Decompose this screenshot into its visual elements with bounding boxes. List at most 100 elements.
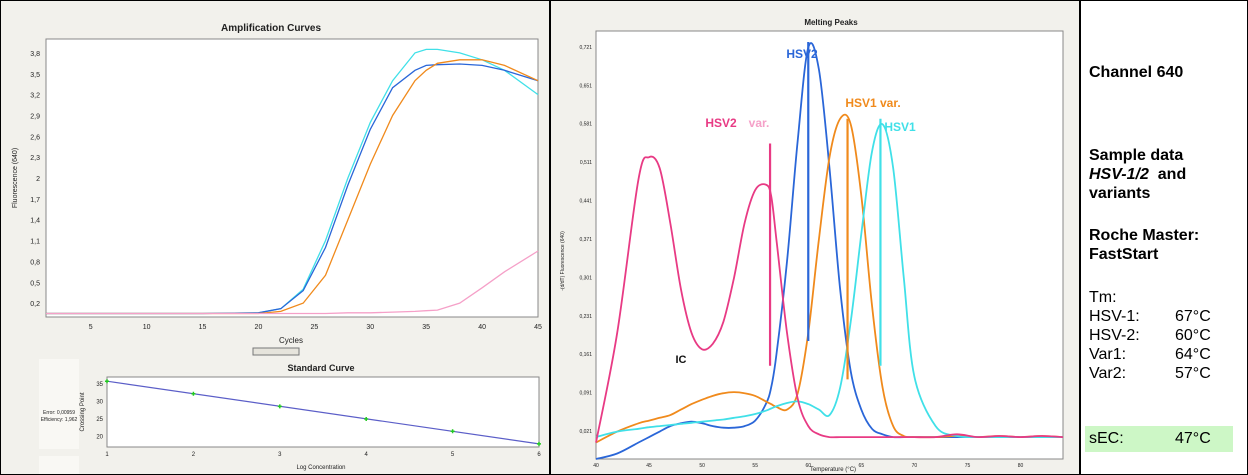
- melting-y-ticks: 0,721 0,651 0,581 0,511 0,441 0,371 0,301 0,231…: [579, 45, 592, 435]
- amplification-x-tick-label: 20: [255, 324, 263, 331]
- melting-x-tick-label: 70: [912, 463, 918, 469]
- standard-curve-point: [191, 391, 196, 396]
- amplification-y-tick-label: 0,2: [30, 301, 40, 308]
- amplification-x-tick-label: 45: [534, 324, 542, 331]
- tm-row-label: HSV-1:: [1089, 308, 1140, 325]
- melting-y-tick-label: 0,231: [579, 314, 592, 320]
- sec-label: sEC:: [1089, 430, 1124, 447]
- panel-splitter-handle[interactable]: [252, 347, 300, 356]
- standard-curve-y-ticks: 35 30 25 20: [96, 382, 103, 441]
- melting-series-line: [595, 155, 1064, 443]
- label-hsv2-var-b: var.: [749, 116, 770, 130]
- amplification-y-tick-label: 3,2: [30, 93, 40, 100]
- master-line-2: FastStart: [1089, 246, 1159, 263]
- standard-curve-y-tick-label: 25: [96, 417, 103, 423]
- amplification-y-tick-label: 3,5: [30, 72, 40, 79]
- melting-y-tick-label: 0,371: [579, 237, 592, 243]
- melting-y-tick-label: 0,091: [579, 391, 592, 397]
- tm-row-value: 57°C: [1175, 365, 1211, 382]
- standard-curve-y-tick-label: 20: [96, 435, 103, 441]
- amplification-y-tick-label: 2,9: [30, 113, 40, 120]
- amplification-x-tick-label: 35: [422, 324, 430, 331]
- label-ic: IC: [676, 354, 687, 366]
- tm-row-var1: Var1: 64°C: [1089, 346, 1237, 365]
- standard-curve-x-ticks: 1 2 3 4 5 6: [105, 452, 541, 458]
- tm-row-value: 67°C: [1175, 308, 1211, 325]
- melting-x-tick-label: 50: [699, 463, 705, 469]
- amplification-y-tick-label: 2,6: [30, 134, 40, 141]
- standard-curve-y-tick-label: 30: [96, 400, 103, 406]
- left-panel: Amplification Curves Fluorescence (640) …: [0, 0, 550, 475]
- melting-x-tick-label: 75: [965, 463, 971, 469]
- standard-curve-point: [364, 417, 369, 421]
- stats-box-lower: [39, 456, 79, 474]
- channel-label: Channel 640: [1089, 64, 1184, 81]
- melting-x-tick-label: 60: [805, 463, 811, 469]
- standard-curve-point: [105, 379, 109, 384]
- melting-y-tick-label: 0,581: [579, 122, 592, 128]
- sample-virus-name: HSV-1/2: [1089, 166, 1149, 183]
- melting-y-tick-label: 0,021: [579, 429, 592, 435]
- standard-curve-ylabel: Crossing Point: [80, 392, 86, 431]
- tm-row-label: Var1:: [1089, 346, 1127, 363]
- standard-curve-title: Standard Curve: [287, 363, 354, 373]
- standard-curve-x-tick-label: 4: [365, 452, 369, 458]
- standard-curve-marks: [105, 379, 541, 446]
- melting-plot-area: [595, 30, 1064, 460]
- stats-box: [39, 359, 79, 449]
- amplification-x-tick-label: 5: [89, 324, 93, 331]
- sample-line-2: HSV-1/2 and: [1089, 165, 1186, 184]
- standard-curve-fit-line: [106, 380, 540, 445]
- tm-row-var2: Var2: 57°C: [1089, 365, 1237, 384]
- amplification-y-tick-label: 2,3: [30, 155, 40, 162]
- label-hsv1: HSV1: [884, 120, 916, 134]
- sec-value: 47°C: [1175, 430, 1211, 447]
- standard-curve-point: [537, 441, 541, 446]
- standard-curve-x-tick-label: 6: [537, 452, 541, 458]
- amplification-y-tick-label: 1,7: [30, 197, 40, 204]
- standard-curve-x-tick-label: 1: [105, 452, 109, 458]
- melting-y-tick-label: 0,441: [579, 199, 592, 205]
- melting-x-tick-label: 45: [646, 463, 652, 469]
- amplification-plot-area: [45, 38, 539, 318]
- melting-x-tick-label: 80: [1018, 463, 1024, 469]
- melting-y-tick-label: 0,721: [579, 45, 592, 51]
- melting-tm-markers: [768, 41, 882, 380]
- right-panel-svg: Melting Peaks -(d/dT) Fluorescence (640)…: [560, 18, 1064, 473]
- tm-row-value: 60°C: [1175, 327, 1211, 344]
- label-hsv1-var: HSV1 var.: [845, 96, 900, 110]
- tm-row-hsv2: HSV-2: 60°C: [1089, 327, 1237, 346]
- amplification-y-tick-label: 1,1: [30, 239, 40, 246]
- amplification-y-tick-label: 1,4: [30, 218, 40, 225]
- amplification-xlabel: Cycles: [279, 336, 303, 345]
- tm-row-label: HSV-2:: [1089, 327, 1140, 344]
- standard-curve-y-tick-label: 35: [96, 382, 103, 388]
- standard-curve-point: [277, 404, 282, 409]
- sample-line-3: variants: [1089, 185, 1151, 202]
- standard-curve-xlabel: Log Concentration: [296, 465, 345, 471]
- info-panel: Channel 640 Sample data HSV-1/2 and vari…: [1080, 0, 1248, 475]
- label-hsv2-var-a: HSV2: [705, 116, 737, 130]
- melting-lines: [595, 42, 1064, 460]
- right-panel: Melting Peaks -(d/dT) Fluorescence (640)…: [550, 0, 1080, 475]
- melting-title: Melting Peaks: [804, 18, 858, 27]
- sample-line-1: Sample data: [1089, 147, 1184, 164]
- melting-y-tick-label: 0,161: [579, 352, 592, 358]
- melting-x-ticks: 40 45 50 55 60 65 70 75 80: [593, 463, 1023, 469]
- amplification-y-tick-label: 0,8: [30, 259, 40, 266]
- standard-curve-point: [450, 429, 455, 434]
- amplification-x-tick-label: 30: [366, 324, 374, 331]
- sample-and: and: [1157, 166, 1187, 183]
- standard-curve-x-tick-label: 2: [192, 452, 196, 458]
- amplification-x-tick-label: 25: [310, 324, 318, 331]
- melting-ylabel: -(d/dT) Fluorescence (640): [560, 231, 566, 291]
- amplification-lines: [46, 48, 539, 315]
- amplification-y-ticks: 3,8 3,5 3,2 2,9 2,6 2,3 2 1,7 1,4 1,1 0,8 0,5 0,2: [30, 51, 40, 308]
- tm-row-value: 64°C: [1175, 346, 1211, 363]
- melting-x-tick-label: 55: [752, 463, 758, 469]
- left-panel-svg: Amplification Curves Fluorescence (640) …: [12, 23, 542, 474]
- amplification-x-tick-label: 10: [143, 324, 151, 331]
- standard-curve-x-tick-label: 3: [278, 452, 282, 458]
- amplification-x-ticks: 5 10 15 20 25 30 35 40 45: [89, 324, 542, 331]
- error-text: Error: 0,00959: [43, 410, 75, 416]
